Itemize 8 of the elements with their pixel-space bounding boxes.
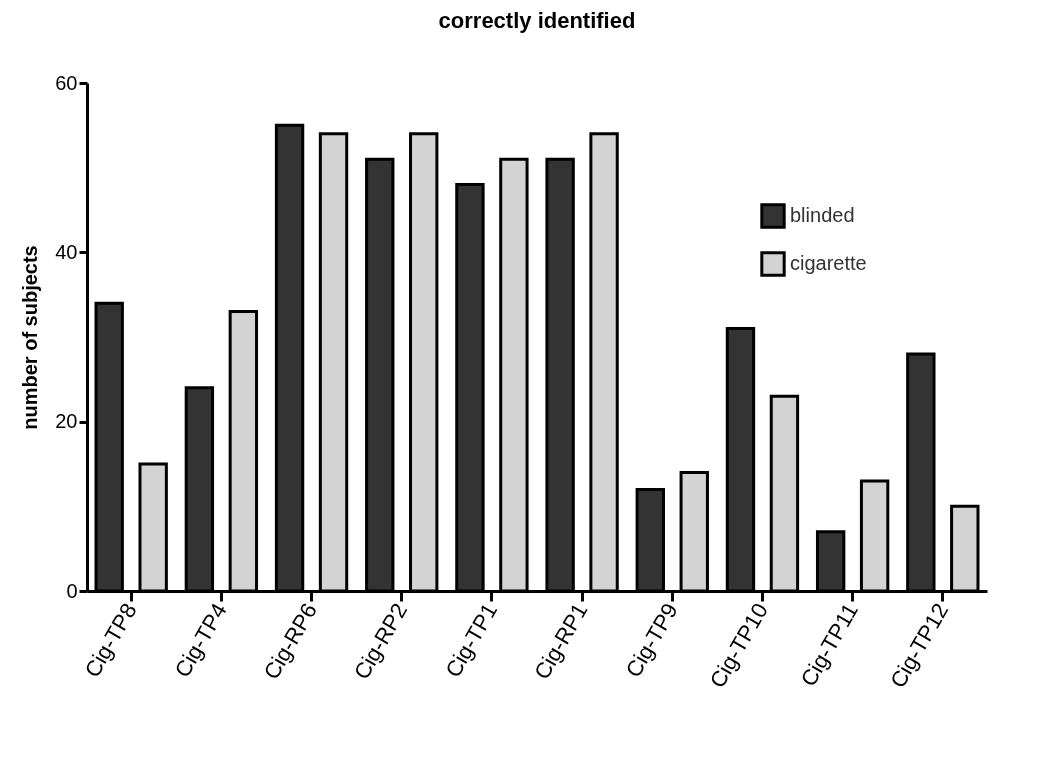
y-axis-title: number of subjects (19, 245, 42, 430)
y-tick-label: 0 (66, 579, 78, 602)
y-tick-label: 60 (55, 71, 78, 94)
chart-title: correctly identified (438, 8, 636, 33)
y-tick-label: 40 (55, 240, 78, 263)
y-tick-label: 20 (55, 410, 78, 433)
legend-label: cigarette (790, 252, 867, 274)
legend-label: blinded (790, 204, 855, 226)
